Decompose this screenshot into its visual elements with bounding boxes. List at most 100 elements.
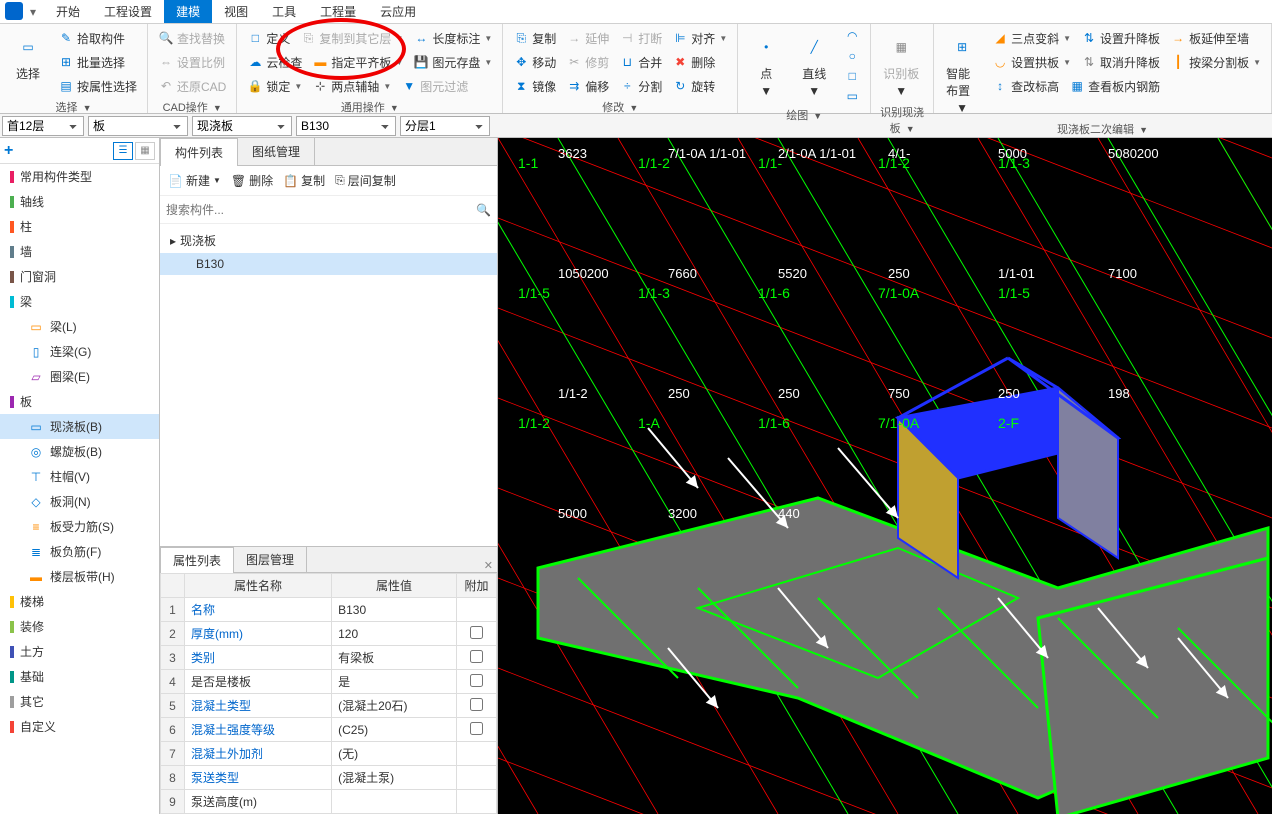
ribbon-btn-三点变斜[interactable]: ◢三点变斜▼ — [988, 29, 1075, 48]
tree-item-自定义[interactable]: 自定义 — [0, 714, 159, 739]
ribbon-btn-查改标高[interactable]: ↕查改标高 — [988, 77, 1063, 96]
prop-row[interactable]: 9泵送高度(m) — [161, 790, 497, 814]
component-search-input[interactable] — [166, 203, 476, 217]
ribbon-btn-图元存盘[interactable]: 💾图元存盘▼ — [409, 53, 496, 72]
ribbon-btn-取消升降板[interactable]: ⇅取消升降板 — [1077, 53, 1164, 72]
tree-subitem-梁(L)[interactable]: ▭梁(L) — [0, 314, 159, 339]
ribbon-btn-镜像[interactable]: ⧗镜像 — [509, 77, 560, 96]
close-property-icon[interactable]: ✕ — [484, 559, 493, 572]
ribbon-large-点[interactable]: •点▼ — [744, 27, 788, 105]
ribbon-btn-长度标注[interactable]: ↔长度标注▼ — [409, 29, 496, 48]
search-icon[interactable]: 🔍 — [476, 203, 491, 217]
category-select[interactable]: 板 — [88, 116, 188, 136]
ribbon-btn-偏移[interactable]: ⇉偏移 — [562, 77, 613, 96]
tree-item-轴线[interactable]: 轴线 — [0, 189, 159, 214]
view-grid-icon[interactable]: ▦ — [135, 142, 155, 160]
ribbon-btn-删除[interactable]: ✖删除 — [668, 53, 719, 72]
draw-shape-icon[interactable]: ◠ — [840, 27, 864, 45]
ribbon-btn-两点辅轴[interactable]: ⊹两点辅轴▼ — [308, 77, 395, 96]
ribbon-btn-指定平齐板[interactable]: ▬指定平齐板▼ — [308, 53, 407, 72]
ribbon-large-选择[interactable]: ▭选择 — [6, 27, 50, 97]
prop-row[interactable]: 8泵送类型(混凝土泵) — [161, 766, 497, 790]
toolbar-btn-新建[interactable]: 📄新建▼ — [168, 172, 221, 189]
attach-checkbox[interactable] — [470, 698, 483, 711]
menu-quantity[interactable]: 工程量 — [308, 0, 368, 23]
attach-checkbox[interactable] — [470, 674, 483, 687]
menu-tools[interactable]: 工具 — [260, 0, 308, 23]
ribbon-btn-按属性选择[interactable]: ▤按属性选择 — [54, 77, 141, 96]
tree-subitem-柱帽(V)[interactable]: ⊤柱帽(V) — [0, 464, 159, 489]
subcategory-select[interactable]: 现浇板 — [192, 116, 292, 136]
tree-subitem-板受力筋(S)[interactable]: ≡板受力筋(S) — [0, 514, 159, 539]
draw-shape-icon[interactable]: □ — [840, 67, 864, 85]
prop-row[interactable]: 6混凝土强度等级(C25) — [161, 718, 497, 742]
floor-select[interactable]: 首12层 — [2, 116, 84, 136]
tree-subitem-螺旋板(B)[interactable]: ◎螺旋板(B) — [0, 439, 159, 464]
ribbon-btn-按梁分割板[interactable]: ┃按梁分割板▼ — [1166, 53, 1265, 72]
component-tree-child[interactable]: B130 — [160, 253, 497, 275]
ribbon-btn-锁定[interactable]: 🔒锁定▼ — [243, 77, 306, 96]
tab-layer-manage[interactable]: 图层管理 — [233, 546, 307, 572]
prop-row[interactable]: 7混凝土外加剂(无) — [161, 742, 497, 766]
menu-start[interactable]: 开始 — [44, 0, 92, 23]
attach-checkbox[interactable] — [470, 722, 483, 735]
tab-drawing-manage[interactable]: 图纸管理 — [237, 137, 315, 165]
ribbon-btn-合并[interactable]: ⊔合并 — [615, 53, 666, 72]
ribbon-btn-设置升降板[interactable]: ⇅设置升降板 — [1077, 29, 1164, 48]
3d-viewport[interactable]: 1-11/1-21/1-1/1-21/1-31/1-51/1-31/1-67/1… — [498, 138, 1272, 814]
ribbon-btn-查看板内钢筋[interactable]: ▦查看板内钢筋 — [1065, 77, 1164, 96]
menu-view[interactable]: 视图 — [212, 0, 260, 23]
tree-subitem-板洞(N)[interactable]: ◇板洞(N) — [0, 489, 159, 514]
tab-component-list[interactable]: 构件列表 — [160, 138, 238, 166]
ribbon-btn-移动[interactable]: ✥移动 — [509, 53, 560, 72]
attach-checkbox[interactable] — [470, 650, 483, 663]
ribbon-btn-拾取构件[interactable]: ✎拾取构件 — [54, 29, 129, 48]
ribbon-large-智能布置[interactable]: ⊞智能布置▼ — [940, 27, 984, 119]
tree-item-土方[interactable]: 土方 — [0, 639, 159, 664]
prop-row[interactable]: 3类别有梁板 — [161, 646, 497, 670]
tree-item-板[interactable]: 板 — [0, 389, 159, 414]
menu-project-settings[interactable]: 工程设置 — [92, 0, 164, 23]
tree-subitem-圈梁(E)[interactable]: ▱圈梁(E) — [0, 364, 159, 389]
tree-subitem-现浇板(B)[interactable]: ▭现浇板(B) — [0, 414, 159, 439]
ribbon-btn-分割[interactable]: ÷分割 — [615, 77, 666, 96]
tree-item-装修[interactable]: 装修 — [0, 614, 159, 639]
tree-item-基础[interactable]: 基础 — [0, 664, 159, 689]
ribbon-btn-板延伸至墙[interactable]: →板延伸至墙 — [1166, 29, 1253, 48]
tree-item-柱[interactable]: 柱 — [0, 214, 159, 239]
draw-shape-icon[interactable]: ○ — [840, 47, 864, 65]
ribbon-btn-批量选择[interactable]: ⊞批量选择 — [54, 53, 129, 72]
tree-subitem-楼层板带(H)[interactable]: ▬楼层板带(H) — [0, 564, 159, 589]
layer-select[interactable]: 分层1 — [400, 116, 490, 136]
component-select[interactable]: B130 — [296, 116, 396, 136]
toolbar-btn-复制[interactable]: 📋复制 — [283, 172, 325, 189]
tree-subitem-连梁(G)[interactable]: ▯连梁(G) — [0, 339, 159, 364]
tree-item-墙[interactable]: 墙 — [0, 239, 159, 264]
toolbar-btn-删除[interactable]: 🗑删除 — [231, 172, 273, 189]
prop-row[interactable]: 5混凝土类型(混凝土20石) — [161, 694, 497, 718]
tree-item-楼梯[interactable]: 楼梯 — [0, 589, 159, 614]
ribbon-btn-旋转[interactable]: ↻旋转 — [668, 77, 719, 96]
ribbon-btn-对齐[interactable]: ⊫对齐▼ — [668, 29, 731, 48]
ribbon-large-直线[interactable]: ╱直线▼ — [792, 27, 836, 105]
tree-item-门窗洞[interactable]: 门窗洞 — [0, 264, 159, 289]
tab-property-list[interactable]: 属性列表 — [160, 547, 234, 573]
toolbar-btn-层间复制[interactable]: ⎘层间复制 — [335, 172, 396, 189]
ribbon-btn-复制[interactable]: ⎘复制 — [509, 29, 560, 48]
tree-item-常用构件类型[interactable]: 常用构件类型 — [0, 164, 159, 189]
prop-row[interactable]: 1名称B130 — [161, 598, 497, 622]
tree-item-梁[interactable]: 梁 — [0, 289, 159, 314]
component-tree-parent[interactable]: ▸现浇板 — [160, 228, 497, 253]
prop-row[interactable]: 2厚度(mm)120 — [161, 622, 497, 646]
tree-subitem-板负筋(F)[interactable]: ≣板负筋(F) — [0, 539, 159, 564]
tree-item-其它[interactable]: 其它 — [0, 689, 159, 714]
view-list-icon[interactable]: ☰ — [113, 142, 133, 160]
ribbon-btn-云检查[interactable]: ☁云检查 — [243, 53, 306, 72]
ribbon-btn-定义[interactable]: □定义 — [243, 29, 294, 48]
menu-modeling[interactable]: 建模 — [164, 0, 212, 23]
prop-row[interactable]: 4是否是楼板是 — [161, 670, 497, 694]
attach-checkbox[interactable] — [470, 626, 483, 639]
ribbon-btn-设置拱板[interactable]: ◡设置拱板▼ — [988, 53, 1075, 72]
app-menu-dropdown[interactable]: ▾ — [30, 5, 36, 19]
add-category-icon[interactable]: + — [4, 142, 13, 160]
